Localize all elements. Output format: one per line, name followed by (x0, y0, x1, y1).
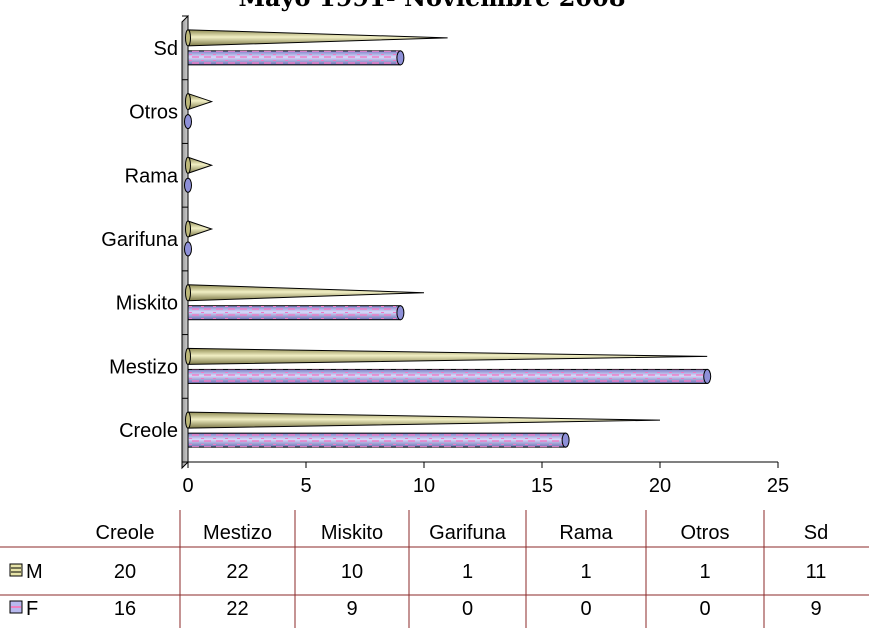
x-tick-label: 20 (649, 475, 671, 497)
table-cell-m-rama: 1 (580, 561, 591, 583)
plot-area: 0 5 10 15 20 25 Creole Mestizo Miskito Garifuna Ra… (101, 14, 789, 497)
bar-m-base-sd (185, 29, 191, 47)
x-tick-label: 10 (413, 475, 435, 497)
bar-m-base-rama (185, 156, 191, 174)
bar-m-base-otros (185, 93, 191, 111)
table-header-garifuna: Garifuna (429, 522, 507, 544)
chart-title: Mayo 1991- Noviembre 2008 (238, 0, 625, 12)
legend-label-f: F (26, 598, 38, 620)
bar-m-base-mestizo (185, 347, 191, 365)
table-cell-m-otros: 1 (699, 561, 710, 583)
category-label-garifuna: Garifuna (101, 229, 179, 251)
bar-f-cap-mestizo (703, 368, 712, 384)
bar-m-base-garifuna (185, 220, 191, 238)
table-cell-m-creole: 20 (114, 561, 136, 583)
bar-m-creole (187, 411, 661, 429)
bar-f-pattern-mestizo (188, 369, 708, 384)
category-label-otros: Otros (129, 102, 178, 124)
table-cell-m-miskito: 10 (341, 561, 363, 583)
x-tick-label: 25 (767, 475, 789, 497)
table-header-creole: Creole (96, 522, 155, 544)
bar-m-garifuna (187, 220, 214, 238)
x-tick-label: 15 (531, 475, 553, 497)
bar-f-cap-rama (184, 177, 192, 193)
x-tick-label: 5 (300, 475, 311, 497)
table-cell-f-mestizo: 22 (226, 598, 248, 620)
bar-f-cap-garifuna (184, 241, 192, 257)
bar-m-miskito (187, 284, 425, 302)
table-cell-f-sd: 9 (810, 598, 821, 620)
bar-f-cap-otros (184, 114, 192, 130)
bar-f-pattern-creole (188, 433, 566, 448)
category-label-miskito: Miskito (116, 293, 178, 315)
table-cell-f-otros: 0 (699, 598, 710, 620)
table-cell-m-mestizo: 22 (226, 561, 248, 583)
legend-label-m: M (26, 561, 43, 583)
data-table: Creole Mestizo Miskito Garifuna Rama Otros Sd M… (0, 510, 869, 628)
category-label-creole: Creole (119, 420, 178, 442)
bar-m-otros (187, 92, 214, 111)
bar-f-cap-miskito (396, 305, 405, 321)
category-label-rama: Rama (125, 165, 179, 187)
x-tick-label: 0 (182, 475, 193, 497)
table-header-otros: Otros (681, 522, 730, 544)
bar-f-cap-creole (561, 432, 570, 448)
bar-f-pattern-sd (188, 50, 401, 65)
table-header-mestizo: Mestizo (203, 522, 272, 544)
bar-m-base-creole (185, 411, 191, 429)
table-header-miskito: Miskito (321, 522, 383, 544)
table-header-rama: Rama (559, 522, 613, 544)
bar-m-rama (187, 156, 214, 174)
bar-f-cap-sd (396, 50, 405, 66)
bar-m-sd (187, 29, 448, 47)
table-cell-f-rama: 0 (580, 598, 591, 620)
table-cell-f-garifuna: 0 (462, 598, 473, 620)
bar-m-mestizo (187, 347, 708, 365)
table-cell-f-miskito: 9 (346, 598, 357, 620)
bar-f-pattern-miskito (188, 305, 401, 320)
table-cell-m-garifuna: 1 (462, 561, 473, 583)
legend-key-m (9, 563, 23, 577)
table-header-sd: Sd (804, 522, 828, 544)
bar-m-base-miskito (185, 284, 191, 302)
table-cell-f-creole: 16 (114, 598, 136, 620)
table-cell-m-sd: 11 (806, 561, 827, 583)
category-label-mestizo: Mestizo (109, 356, 178, 378)
category-label-sd: Sd (154, 38, 178, 60)
